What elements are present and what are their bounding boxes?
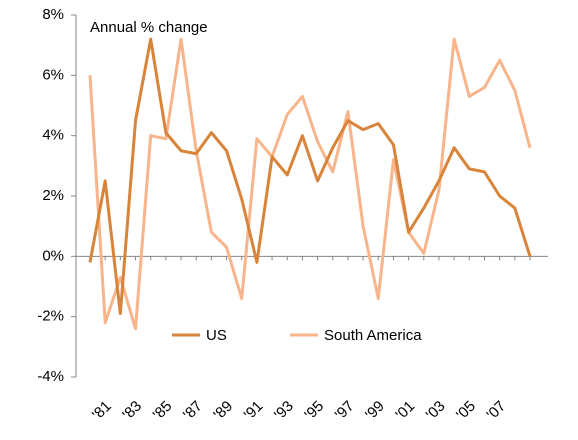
x-tick-label: '03 xyxy=(423,398,449,424)
x-tick-label: '91 xyxy=(241,398,267,424)
x-tick-label: '87 xyxy=(180,398,206,424)
x-tick-label: '05 xyxy=(453,398,479,424)
line-series xyxy=(88,37,532,316)
x-tick-label: '95 xyxy=(301,398,327,424)
y-tick-label: 0% xyxy=(42,247,64,264)
y-tick-label: 6% xyxy=(42,66,64,83)
x-tick-label: '93 xyxy=(271,398,297,424)
legend-label: South America xyxy=(324,327,422,344)
x-tick-label: '01 xyxy=(392,398,418,424)
line-series xyxy=(88,37,532,331)
x-tick-label: '97 xyxy=(332,398,358,424)
x-tick-label: '07 xyxy=(483,398,509,424)
y-tick-label: 8% xyxy=(42,6,64,23)
annotation: Annual % change xyxy=(90,19,208,36)
y-tick-label: 2% xyxy=(42,187,64,204)
y-tick-label: 4% xyxy=(42,127,64,144)
y-tick-label: -2% xyxy=(37,308,64,325)
x-tick-label: '83 xyxy=(119,398,145,424)
legend-label: US xyxy=(206,327,227,344)
y-tick-label: -4% xyxy=(37,368,64,385)
x-tick-label: '85 xyxy=(150,398,176,424)
x-tick-label: '89 xyxy=(210,398,236,424)
x-tick-label: '99 xyxy=(362,398,388,424)
x-tick-label: '81 xyxy=(89,398,115,424)
